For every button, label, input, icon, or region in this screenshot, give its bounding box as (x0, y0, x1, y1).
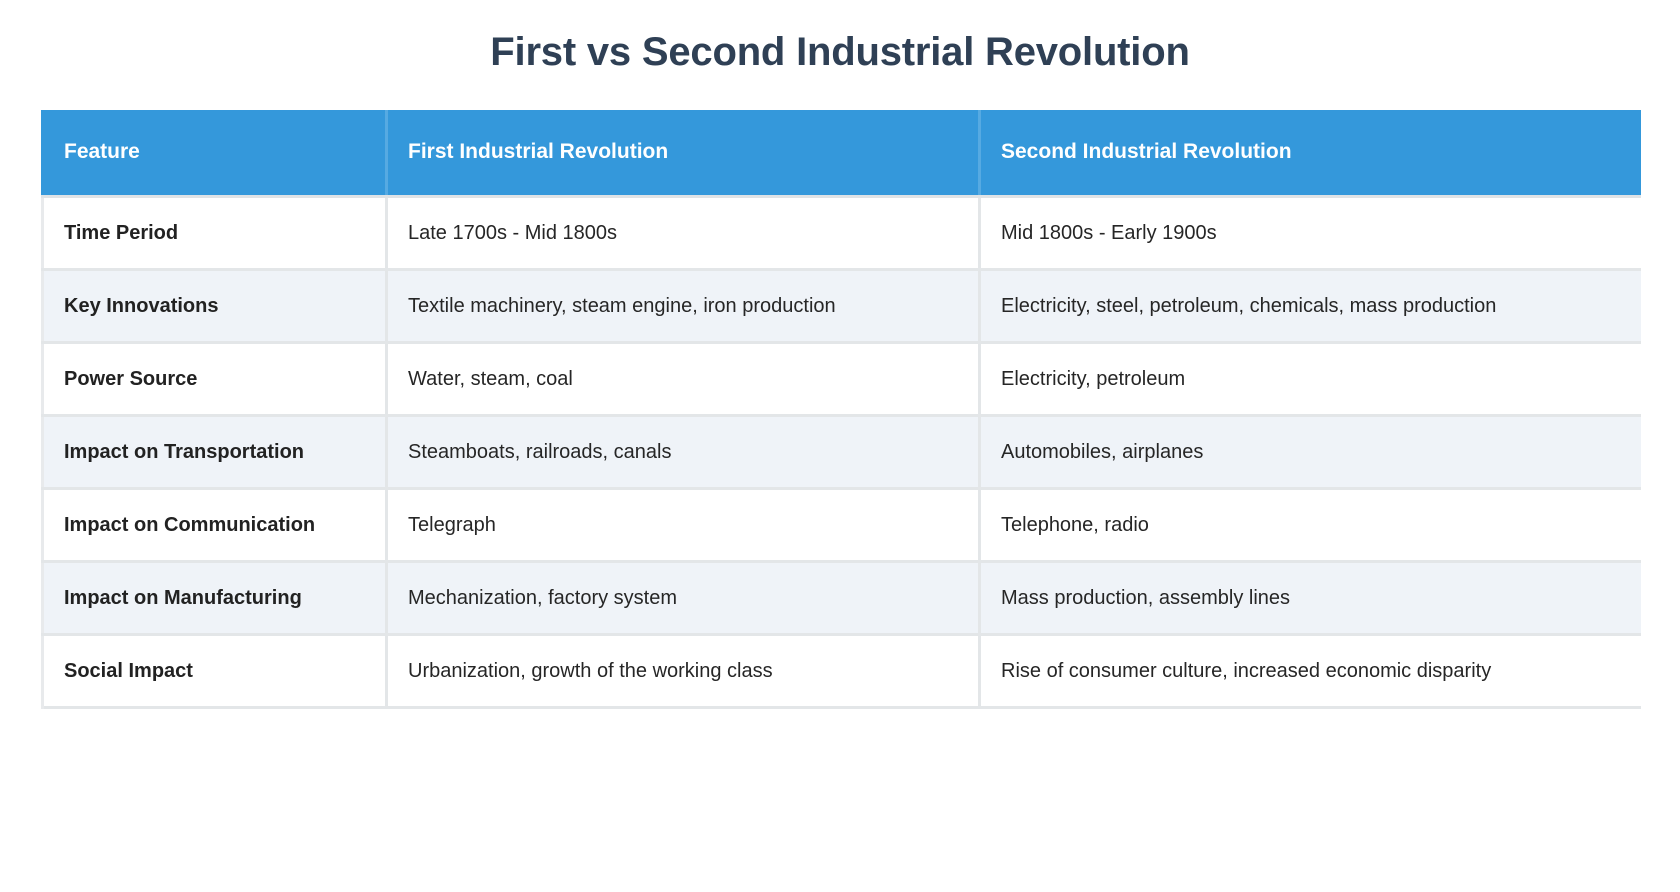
column-header-feature: Feature (41, 110, 388, 198)
table-row: Time Period Late 1700s - Mid 1800s Mid 1… (41, 196, 1641, 271)
cell-first-industrial-revolution: Telegraph (386, 488, 981, 563)
table-row: Key Innovations Textile machinery, steam… (41, 269, 1641, 344)
table-body: Time Period Late 1700s - Mid 1800s Mid 1… (41, 196, 1641, 707)
cell-feature: Power Source (41, 342, 388, 417)
cell-second-industrial-revolution: Automobiles, airplanes (979, 415, 1641, 490)
cell-first-industrial-revolution: Steamboats, railroads, canals (386, 415, 981, 490)
cell-feature: Impact on Transportation (41, 415, 388, 490)
cell-first-industrial-revolution: Urbanization, growth of the working clas… (386, 634, 981, 707)
cell-second-industrial-revolution: Mid 1800s - Early 1900s (979, 196, 1641, 271)
cell-first-industrial-revolution: Late 1700s - Mid 1800s (386, 196, 981, 271)
cell-second-industrial-revolution: Electricity, petroleum (979, 342, 1641, 417)
cell-first-industrial-revolution: Water, steam, coal (386, 342, 981, 417)
cell-first-industrial-revolution: Textile machinery, steam engine, iron pr… (386, 269, 981, 344)
cell-feature: Social Impact (41, 634, 388, 707)
table-header-row: Feature First Industrial Revolution Seco… (41, 110, 1641, 198)
cell-second-industrial-revolution: Telephone, radio (979, 488, 1641, 563)
column-header-first-industrial-revolution: First Industrial Revolution (386, 110, 981, 198)
table-row: Social Impact Urbanization, growth of th… (41, 634, 1641, 707)
cell-second-industrial-revolution: Electricity, steel, petroleum, chemicals… (979, 269, 1641, 344)
comparison-table: Feature First Industrial Revolution Seco… (41, 110, 1641, 709)
cell-feature: Impact on Communication (41, 488, 388, 563)
table-row: Impact on Transportation Steamboats, rai… (41, 415, 1641, 490)
cell-second-industrial-revolution: Mass production, assembly lines (979, 561, 1641, 636)
cell-feature: Key Innovations (41, 269, 388, 344)
cell-second-industrial-revolution: Rise of consumer culture, increased econ… (979, 634, 1641, 707)
cell-feature: Impact on Manufacturing (41, 561, 388, 636)
cell-first-industrial-revolution: Mechanization, factory system (386, 561, 981, 636)
column-header-second-industrial-revolution: Second Industrial Revolution (979, 110, 1641, 198)
table-head: Feature First Industrial Revolution Seco… (41, 110, 1641, 198)
comparison-table-container: Feature First Industrial Revolution Seco… (41, 110, 1641, 709)
cell-feature: Time Period (41, 196, 388, 271)
table-row: Power Source Water, steam, coal Electric… (41, 342, 1641, 417)
page-title: First vs Second Industrial Revolution (490, 30, 1190, 74)
table-row: Impact on Communication Telegraph Teleph… (41, 488, 1641, 563)
table-row: Impact on Manufacturing Mechanization, f… (41, 561, 1641, 636)
